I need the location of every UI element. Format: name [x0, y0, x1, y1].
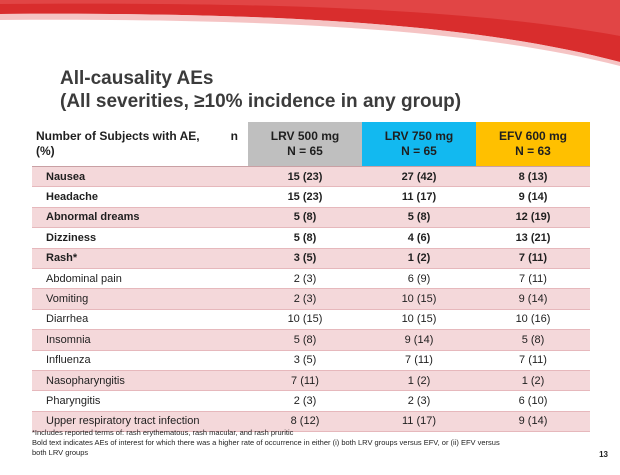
ae-name: Abdominal pain [32, 268, 248, 290]
ae-name: Insomnia [32, 329, 248, 351]
slide-title-line2: (All severities, ≥10% incidence in any g… [60, 91, 462, 112]
ae-value-lrv500: 2 (3) [248, 390, 362, 412]
table-row: Upper respiratory tract infection 8 (12)… [32, 411, 590, 433]
table-row: Diarrhea 10 (15) 10 (15) 10 (16) [32, 309, 590, 331]
ae-value-lrv750: 10 (15) [362, 288, 476, 310]
header-efv600-dose: EFV 600 mg [498, 129, 568, 143]
adverse-events-table: n Number of Subjects with AE, (%) LRV 50… [32, 122, 590, 433]
ae-value-lrv750: 2 (3) [362, 390, 476, 412]
ae-name: Upper respiratory tract infection [32, 411, 248, 433]
footnote: *Includes reported terms of: rash erythe… [32, 428, 602, 458]
ae-name: Dizziness [32, 227, 248, 249]
ae-value-lrv500: 2 (3) [248, 288, 362, 310]
ae-name: Abnormal dreams [32, 207, 248, 229]
ae-value-efv600: 9 (14) [476, 411, 590, 433]
header-lrv750: LRV 750 mg N = 65 [362, 122, 476, 167]
table-row: Insomnia 5 (8) 9 (14) 5 (8) [32, 329, 590, 351]
ae-value-efv600: 9 (14) [476, 288, 590, 310]
ae-name: Pharyngitis [32, 390, 248, 412]
ae-value-lrv500: 15 (23) [248, 186, 362, 208]
header-efv600: EFV 600 mg N = 63 [476, 122, 590, 167]
ae-value-lrv750: 6 (9) [362, 268, 476, 290]
header-lrv500-n: N = 65 [287, 144, 323, 158]
ae-value-lrv500: 5 (8) [248, 207, 362, 229]
ae-value-efv600: 1 (2) [476, 370, 590, 392]
slide-title-line1: All-causality AEs [60, 68, 214, 89]
ae-value-efv600: 5 (8) [476, 329, 590, 351]
header-lrv500-dose: LRV 500 mg [270, 129, 340, 143]
table-row: Vomiting 2 (3) 10 (15) 9 (14) [32, 288, 590, 310]
header-label-cell: n Number of Subjects with AE, (%) [32, 122, 248, 167]
ae-value-lrv750: 5 (8) [362, 207, 476, 229]
table-row: Abnormal dreams 5 (8) 5 (8) 12 (19) [32, 207, 590, 229]
header-lrv750-n: N = 65 [401, 144, 437, 158]
ae-value-efv600: 9 (14) [476, 186, 590, 208]
ae-value-lrv750: 7 (11) [362, 350, 476, 371]
ae-value-lrv500: 15 (23) [248, 166, 362, 188]
ae-value-lrv500: 5 (8) [248, 329, 362, 351]
header-lrv750-dose: LRV 750 mg [384, 129, 454, 143]
table-row: Nausea 15 (23) 27 (42) 8 (13) [32, 166, 590, 188]
header-label-text: Number of Subjects with AE, [36, 129, 200, 143]
ae-value-lrv750: 9 (14) [362, 329, 476, 351]
ae-value-lrv500: 7 (11) [248, 370, 362, 392]
ae-name: Vomiting [32, 288, 248, 310]
ae-value-efv600: 12 (19) [476, 207, 590, 229]
ae-name: Nausea [32, 166, 248, 188]
header-efv600-n: N = 63 [515, 144, 551, 158]
ae-value-efv600: 7 (11) [476, 248, 590, 269]
ae-value-lrv750: 10 (15) [362, 309, 476, 331]
ae-value-efv600: 13 (21) [476, 227, 590, 249]
table-row: Abdominal pain 2 (3) 6 (9) 7 (11) [32, 268, 590, 290]
ae-value-lrv500: 10 (15) [248, 309, 362, 331]
ae-value-lrv750: 11 (17) [362, 411, 476, 433]
table-row: Headache 15 (23) 11 (17) 9 (14) [32, 186, 590, 208]
ae-name: Headache [32, 186, 248, 208]
header-lrv500: LRV 500 mg N = 65 [248, 122, 362, 167]
ae-value-lrv500: 3 (5) [248, 248, 362, 269]
table-row: Nasopharyngitis 7 (11) 1 (2) 1 (2) [32, 370, 590, 392]
ae-name: Diarrhea [32, 309, 248, 331]
header-label-n: n [230, 129, 238, 143]
ae-value-lrv750: 4 (6) [362, 227, 476, 249]
footnote-line2: Bold text indicates AEs of interest for … [32, 438, 500, 447]
table-header-row: n Number of Subjects with AE, (%) LRV 50… [32, 122, 590, 167]
footnote-line1: *Includes reported terms of: rash erythe… [32, 428, 294, 437]
ae-value-lrv500: 2 (3) [248, 268, 362, 290]
page-number: 13 [599, 450, 608, 459]
ae-value-efv600: 7 (11) [476, 268, 590, 290]
ae-value-lrv750: 11 (17) [362, 186, 476, 208]
ae-value-lrv750: 27 (42) [362, 166, 476, 188]
header-swoosh-decoration [0, 0, 620, 66]
ae-name: Rash* [32, 248, 248, 269]
ae-value-efv600: 6 (10) [476, 390, 590, 412]
ae-value-lrv500: 8 (12) [248, 411, 362, 433]
ae-value-efv600: 10 (16) [476, 309, 590, 331]
ae-value-lrv500: 5 (8) [248, 227, 362, 249]
ae-name: Influenza [32, 350, 248, 371]
ae-value-efv600: 7 (11) [476, 350, 590, 371]
ae-value-lrv500: 3 (5) [248, 350, 362, 371]
slide-title: All-causality AEs (All severities, ≥10% … [60, 67, 600, 113]
footnote-line3: both LRV groups [32, 448, 89, 457]
ae-value-efv600: 8 (13) [476, 166, 590, 188]
ae-name: Nasopharyngitis [32, 370, 248, 392]
header-label-pct: (%) [36, 144, 55, 158]
table-row: Dizziness 5 (8) 4 (6) 13 (21) [32, 227, 590, 249]
ae-value-lrv750: 1 (2) [362, 248, 476, 269]
ae-value-lrv750: 1 (2) [362, 370, 476, 392]
table-row: Rash* 3 (5) 1 (2) 7 (11) [32, 248, 590, 269]
table-row: Influenza 3 (5) 7 (11) 7 (11) [32, 350, 590, 371]
table-row: Pharyngitis 2 (3) 2 (3) 6 (10) [32, 390, 590, 412]
